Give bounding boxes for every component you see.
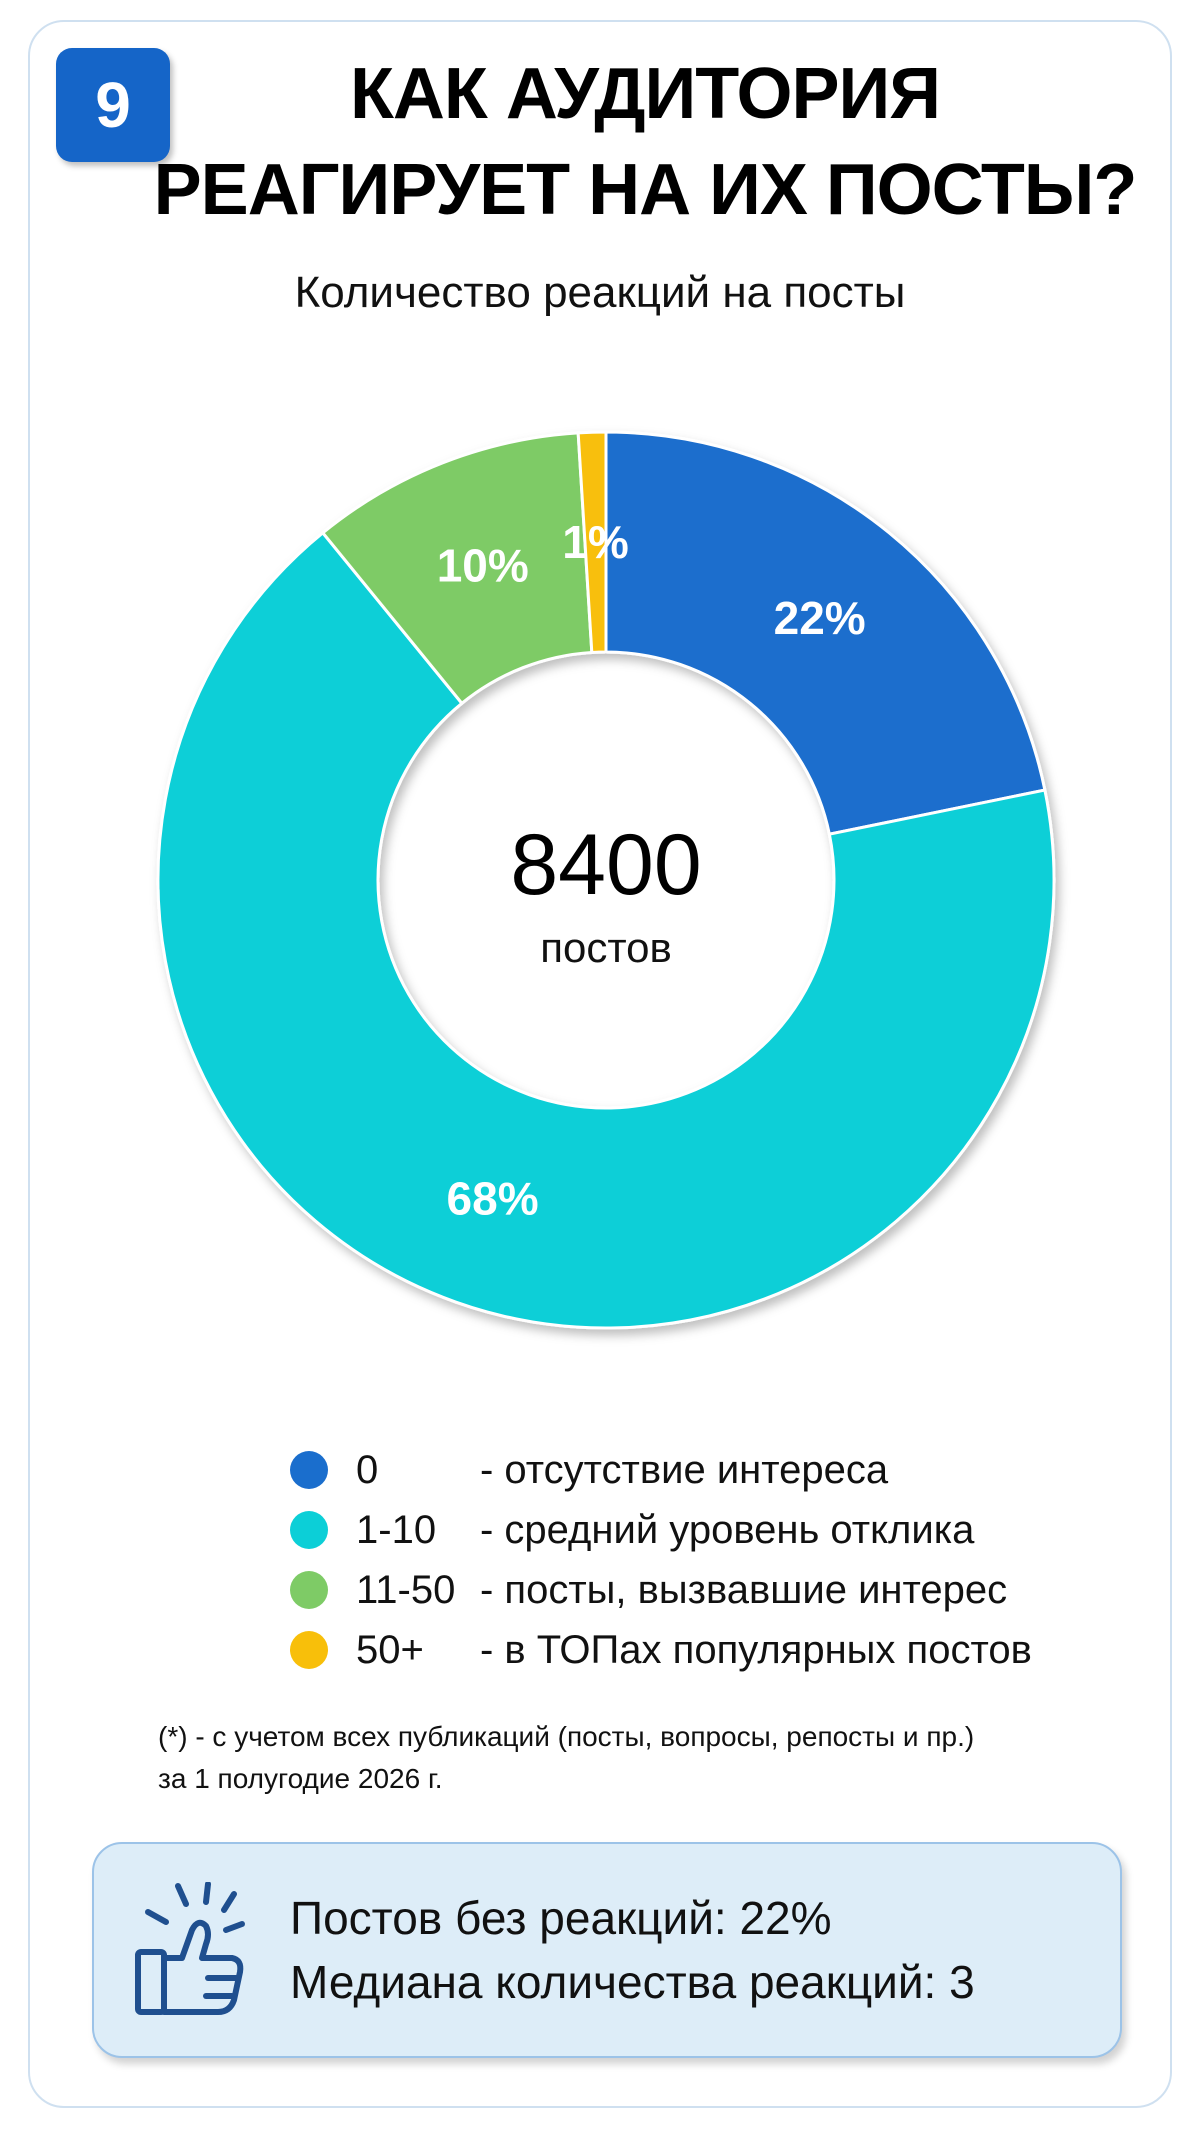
thumbs-up-icon [130,1882,250,2022]
legend-description: - отсутствие интереса [480,1440,888,1500]
legend-swatch [290,1451,328,1489]
chart-legend: 0 - отсутствие интереса 1-10 - средний у… [290,1440,1090,1680]
legend-description: - посты, вызвавшие интерес [480,1560,1007,1620]
legend-swatch [290,1631,328,1669]
legend-description: - средний уровень отклика [480,1500,974,1560]
footnote-line-2: за 1 полугодие 2026 г. [158,1758,1058,1800]
legend-swatch [290,1511,328,1549]
summary-text: Постов без реакций: 22% Медиана количест… [290,1886,975,2014]
summary-line-median: Медиана количества реакций: 3 [290,1950,975,2014]
slice-label-1-10: 68% [447,1172,539,1224]
slice-label-0: 22% [774,592,866,644]
center-total-value: 8400 [510,817,701,913]
footnote: (*) - с учетом всех публикаций (посты, в… [158,1716,1058,1800]
center-total-label: постов [540,924,672,971]
legend-category: 50+ [356,1620,424,1680]
legend-category: 0 [356,1440,378,1500]
donut-chart: 22% 68% 10% 1% 8400 постов [0,0,1200,1400]
legend-category: 1-10 [356,1500,436,1560]
legend-swatch [290,1571,328,1609]
summary-line-no-reactions: Постов без реакций: 22% [290,1886,975,1950]
legend-description: - в ТОПах популярных постов [480,1620,1032,1680]
legend-item-3: 50+ - в ТОПах популярных постов [290,1620,1090,1680]
slice-label-50+: 1% [562,516,628,568]
footnote-line-1: (*) - с учетом всех публикаций (посты, в… [158,1716,1058,1758]
legend-category: 11-50 [356,1560,455,1620]
legend-item-2: 11-50 - посты, вызвавшие интерес [290,1560,1090,1620]
legend-item-1: 1-10 - средний уровень отклика [290,1500,1090,1560]
summary-box: Постов без реакций: 22% Медиана количест… [92,1842,1122,2058]
slice-label-11-50: 10% [437,539,529,591]
legend-item-0: 0 - отсутствие интереса [290,1440,1090,1500]
